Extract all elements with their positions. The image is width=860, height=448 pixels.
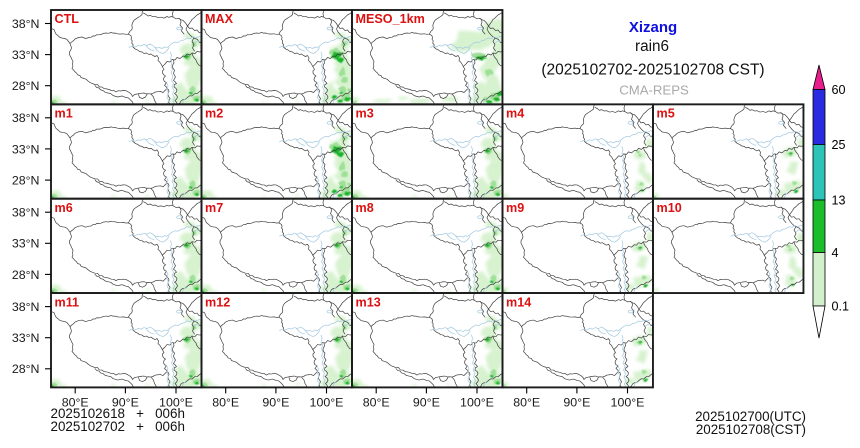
svg-text:80°E: 80°E (212, 395, 239, 409)
svg-text:38°N: 38°N (12, 300, 40, 314)
svg-text:90°E: 90°E (413, 395, 440, 409)
svg-text:m4: m4 (506, 107, 524, 121)
svg-text:m3: m3 (356, 107, 374, 121)
svg-text:m5: m5 (657, 107, 675, 121)
svg-text:MESO_1km: MESO_1km (356, 12, 425, 26)
svg-text:2025102618 + 006h: 2025102618 + 006h (51, 406, 185, 421)
svg-text:m10: m10 (657, 201, 682, 215)
svg-text:2025102700(UTC): 2025102700(UTC) (695, 409, 806, 424)
svg-text:m12: m12 (205, 295, 230, 309)
svg-text:Xizang: Xizang (629, 19, 677, 36)
svg-text:33°N: 33°N (12, 237, 40, 251)
svg-text:100°E: 100°E (310, 395, 344, 409)
svg-text:rain6: rain6 (635, 38, 669, 55)
svg-text:0.1: 0.1 (832, 299, 850, 313)
svg-text:(2025102702-2025102708 CST): (2025102702-2025102708 CST) (541, 62, 764, 79)
svg-text:28°N: 28°N (12, 268, 40, 282)
svg-text:80°E: 80°E (363, 395, 390, 409)
svg-text:MAX: MAX (205, 12, 234, 26)
svg-text:100°E: 100°E (460, 395, 494, 409)
svg-text:90°E: 90°E (112, 395, 139, 409)
svg-text:38°N: 38°N (12, 111, 40, 125)
svg-text:m7: m7 (205, 201, 223, 215)
svg-text:m6: m6 (55, 201, 73, 215)
svg-text:33°N: 33°N (12, 142, 40, 156)
svg-text:m8: m8 (356, 201, 374, 215)
svg-text:CTL: CTL (55, 12, 80, 26)
svg-text:38°N: 38°N (12, 17, 40, 31)
svg-text:m1: m1 (55, 107, 73, 121)
svg-text:2025102702 + 006h: 2025102702 + 006h (51, 419, 185, 434)
svg-text:m14: m14 (506, 295, 531, 309)
svg-text:28°N: 28°N (12, 174, 40, 188)
svg-text:m11: m11 (55, 295, 80, 309)
svg-text:28°N: 28°N (12, 79, 40, 93)
svg-text:CMA-REPS: CMA-REPS (619, 82, 689, 97)
svg-text:4: 4 (832, 246, 839, 260)
svg-text:33°N: 33°N (12, 48, 40, 62)
svg-text:m9: m9 (506, 201, 524, 215)
svg-text:90°E: 90°E (563, 395, 590, 409)
svg-text:28°N: 28°N (12, 362, 40, 376)
svg-text:80°E: 80°E (513, 395, 540, 409)
svg-text:100°E: 100°E (611, 395, 645, 409)
svg-text:m2: m2 (205, 107, 223, 121)
svg-text:25: 25 (832, 138, 846, 152)
svg-text:2025102708(CST): 2025102708(CST) (696, 422, 806, 437)
svg-text:100°E: 100°E (159, 395, 193, 409)
svg-text:80°E: 80°E (62, 395, 89, 409)
svg-text:90°E: 90°E (262, 395, 289, 409)
svg-text:m13: m13 (356, 295, 381, 309)
svg-text:38°N: 38°N (12, 206, 40, 220)
svg-text:33°N: 33°N (12, 331, 40, 345)
svg-text:13: 13 (832, 193, 846, 207)
svg-text:60: 60 (832, 83, 846, 97)
